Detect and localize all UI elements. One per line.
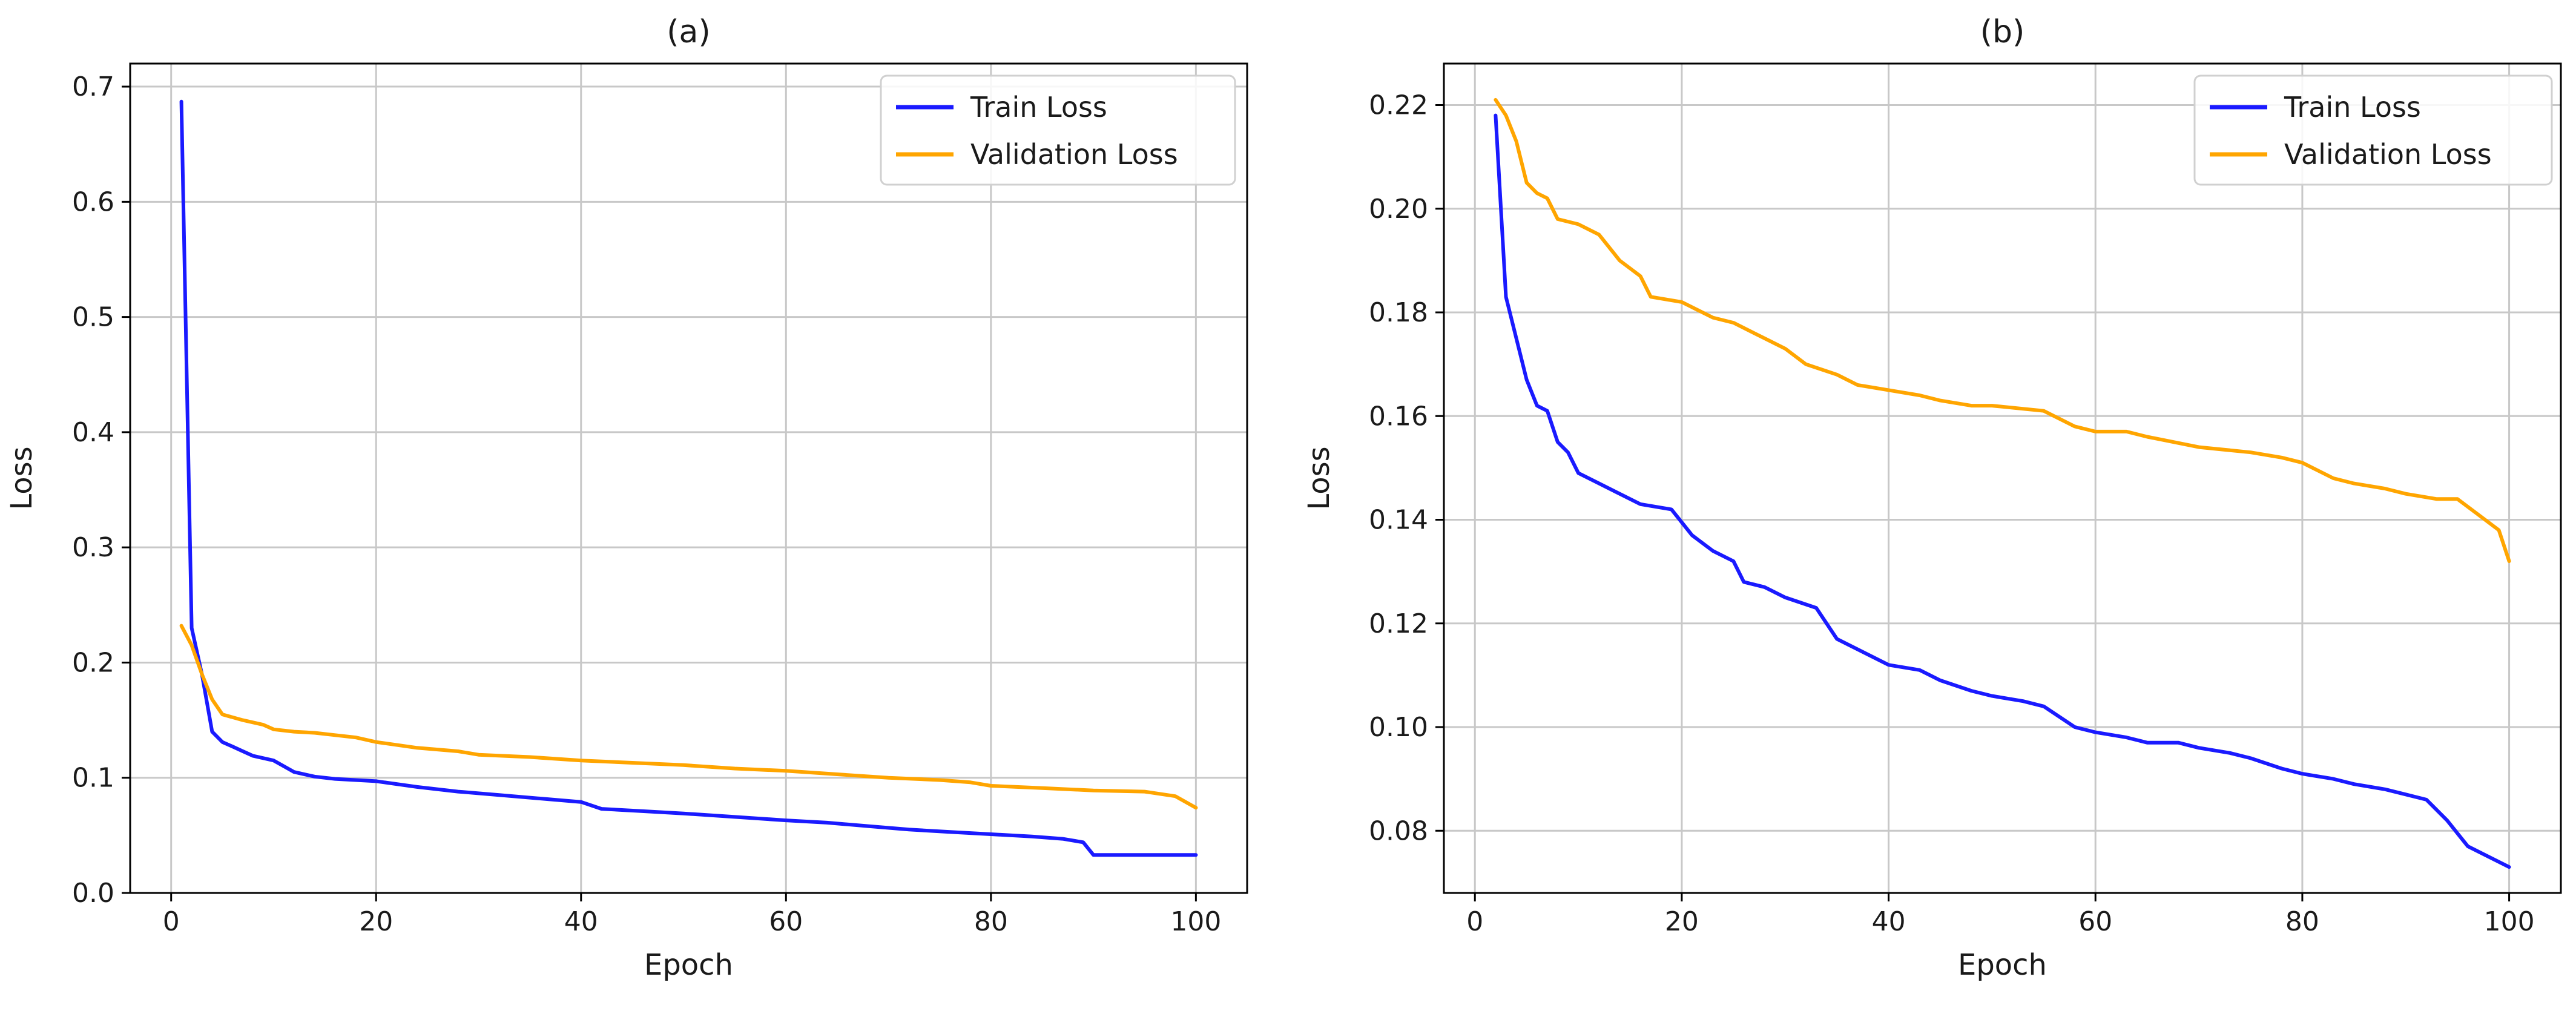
x-tick-label: 0 bbox=[1466, 906, 1483, 937]
x-tick-label: 100 bbox=[1170, 906, 1221, 937]
gridlines bbox=[1444, 64, 2561, 893]
y-tick-label: 0.4 bbox=[72, 417, 114, 448]
y-tick-label: 0.3 bbox=[72, 532, 114, 563]
y-tick-label: 0.08 bbox=[1369, 815, 1428, 846]
legend-label: Validation Loss bbox=[970, 138, 1178, 171]
y-tick-label: 0.16 bbox=[1369, 401, 1428, 432]
x-tick-label: 40 bbox=[564, 906, 598, 937]
legend: Train Loss Validation Loss bbox=[880, 74, 1236, 186]
x-tick-label: 80 bbox=[2285, 906, 2319, 937]
x-tick-label: 40 bbox=[1872, 906, 1906, 937]
y-tick-label: 0.6 bbox=[72, 186, 114, 217]
y-axis-label: Loss bbox=[5, 446, 39, 510]
x-tick-label: 20 bbox=[359, 906, 393, 937]
validation-loss-line bbox=[1494, 97, 2511, 563]
legend-label: Train Loss bbox=[2284, 91, 2421, 123]
y-axis-label: Loss bbox=[1302, 446, 1336, 510]
y-tick-label: 0.12 bbox=[1369, 608, 1428, 639]
plot-frame bbox=[129, 62, 1248, 894]
x-tick-label: 20 bbox=[1665, 906, 1699, 937]
legend-box bbox=[880, 74, 1236, 186]
chart-panel-a: 0 20 40 60 80 100 0.0 0.1 0.2 0.3 0.4 0.5 0.6 0.7 (a) E… bbox=[5, 14, 1248, 982]
validation-loss-line bbox=[179, 624, 1198, 810]
train-loss-line bbox=[1494, 113, 2511, 869]
chart-title: (b) bbox=[1980, 14, 2025, 50]
x-axis-label: Epoch bbox=[644, 948, 733, 982]
y-tick-label: 0.22 bbox=[1369, 90, 1428, 121]
legend-label: Train Loss bbox=[970, 91, 1107, 123]
x-tick-label: 0 bbox=[163, 906, 180, 937]
x-tick-label: 100 bbox=[2484, 906, 2535, 937]
y-tick-label: 0.10 bbox=[1369, 712, 1428, 743]
y-tick-label: 0.18 bbox=[1369, 297, 1428, 328]
x-tick-label: 80 bbox=[974, 906, 1008, 937]
y-tick-label: 0.7 bbox=[72, 71, 114, 102]
y-tick-label: 0.1 bbox=[72, 763, 114, 794]
y-tick-label: 0.20 bbox=[1369, 194, 1428, 225]
plot-frame bbox=[1443, 62, 2562, 894]
train-loss-line bbox=[179, 99, 1198, 857]
x-tick-label: 60 bbox=[2078, 906, 2112, 937]
y-tick-label: 0.2 bbox=[72, 647, 114, 678]
chart-title: (a) bbox=[667, 14, 710, 50]
legend-label: Validation Loss bbox=[2284, 138, 2492, 171]
legend-box bbox=[2193, 74, 2553, 186]
y-tick-label: 0.0 bbox=[72, 878, 114, 909]
y-tick-label: 0.14 bbox=[1369, 505, 1428, 536]
y-tick-label: 0.5 bbox=[72, 302, 114, 333]
chart-panel-b: 0 20 40 60 80 100 0.08 0.10 0.12 0.14 0.16 0.18 0.20… bbox=[1302, 14, 2562, 982]
legend: Train Loss Validation Loss bbox=[2193, 74, 2553, 186]
gridlines bbox=[130, 64, 1247, 894]
x-axis-label: Epoch bbox=[1958, 948, 2047, 982]
x-tick-label: 60 bbox=[769, 906, 803, 937]
